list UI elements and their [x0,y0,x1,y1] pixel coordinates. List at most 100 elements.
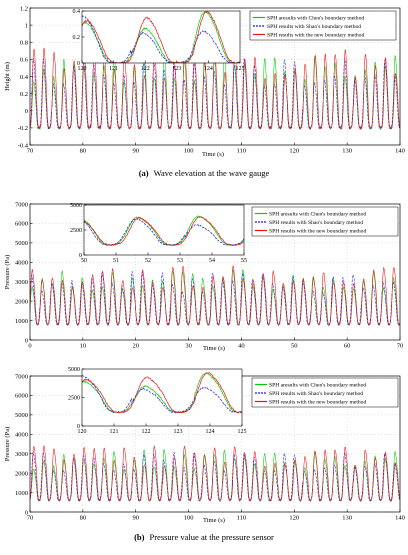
chart-1-xtick-label: 130 [342,148,352,155]
chart-3-xtick-label: 90 [132,515,139,522]
chart-3-xtick-label: 140 [395,515,405,522]
caption-a: (a) Wave elevation at the wave gauge [0,168,408,178]
chart-3-inset-xtick-label: 125 [238,429,247,435]
chart-2-legend-label-chen: SPH aresults with Chen's boundary method [269,212,366,218]
chart-2: 0 10 20 30 40 50 60 70 0 1000 2000 3000 4000 5000 6000… [4,201,403,352]
chart-1-inset-series-shao [82,15,240,63]
caption-b: (b) Pressure value at the pressure sensor [0,532,408,542]
chart-2-xlabel: Time (s) [203,345,225,352]
chart-1-legend-label-chen: SPH aresults with Chen's boundary method [267,16,364,22]
chart-3-xtick-label: 110 [237,515,247,522]
chart-3-inset: 120 121 122 123 124 125 0 2500 5000 [68,367,247,435]
chart-2-ytick-label: 5000 [15,240,28,247]
chart-1-inset-xtick-label: 123 [172,66,181,72]
chart-2-inset-xtick-label: 51 [113,258,119,264]
chart-2-ylabel: Pressure (Pa) [4,255,11,289]
chart-3-inset-ytick-label: 2500 [68,396,80,402]
chart-2-ytick-label: 4000 [15,260,28,267]
chart-1-ytick-label: 1.2 [20,5,28,12]
chart-2-xtick-label: 30 [185,343,192,350]
chart-1-xtick-label: 70 [27,148,34,155]
chart-2-xtick-label: 20 [132,343,139,350]
chart-2-xtick-label: 0 [28,343,31,350]
chart-2-xtick-label: 70 [397,343,404,350]
chart-3-xlabel: Time (s) [203,517,225,524]
chart-3-legend-label-chen: SPH aresults with Chen's boundary method [269,383,366,389]
chart-3-inset-series-new [82,372,242,414]
chart-3-inset-frame [81,368,243,427]
chart-3-legend-label-shao: SPH results with Shao's boundary method [269,391,363,397]
chart-3-xtick-label: 120 [289,515,299,522]
chart-3-ytick-label: 6000 [15,393,28,400]
chart-2-inset-ytick-label: 0 [79,253,82,259]
chart-2-xtick-label: 40 [238,343,245,350]
chart-1-xtick-label: 110 [237,148,247,155]
chart-2-inset-ytick-label: 2500 [70,228,82,234]
chart-1-inset-xtick-label: 122 [141,66,150,72]
chart-1-inset-series-chen [82,11,240,63]
chart-2-inset-frame [83,204,245,256]
chart-3-xtick-label: 130 [342,515,352,522]
chart-2-frame [29,203,401,341]
chart-2-xtick-label: 60 [344,343,351,350]
chart-3-ytick-label: 1000 [15,490,28,497]
chart-1-ytick-label: 0.4 [20,74,29,81]
chart-1-legend-label-new: SPH results with the new boundary method [267,33,364,39]
chart-2-xtick-label: 10 [80,343,87,350]
chart-2-legend-box [251,206,399,237]
chart-2-inset-series-new [84,216,244,246]
chart-3-inset-background [82,369,242,426]
chart-1-ylabel: Height (m) [4,62,11,91]
chart-1-xtick-label: 120 [289,148,299,155]
chart-3-xtick-label: 80 [80,515,87,522]
chart-2-xtick-label: 50 [291,343,298,350]
chart-3-inset-series-shao [82,375,242,414]
chart-1-inset-background [82,11,240,63]
chart-3-inset-xtick-label: 123 [174,429,183,435]
chart-1-inset-series-new [82,11,240,63]
chart-1-xtick-label: 140 [395,148,405,155]
chart-3-inset-xtick-label: 122 [142,429,151,435]
chart-1-inset-ytick-label: 0.2 [73,35,81,41]
chart-2-inset-xtick-label: 54 [209,258,215,264]
chart-3-ytick-label: 3000 [15,451,28,458]
chart-1-xtick-label: 80 [80,148,87,155]
chart-1-frame [29,7,401,146]
chart-2-legend-label-shao: SPH results with Shao's boundary method [269,220,363,226]
chart-2-inset-series-shao [84,218,244,246]
chart-2-inset-ytick-label: 5000 [70,203,82,209]
chart-3-legend-box [251,377,399,408]
chart-3-inset-series-chen [82,372,242,414]
chart-2-inset-background [84,205,244,255]
chart-1-inset-ytick-label: 0.4 [73,9,81,15]
chart-2-ytick-label: 3000 [15,279,28,286]
chart-3-series-new [30,445,400,503]
chart-3: 70 80 90 100 110 120 130 140 0 1000 2000 3000 4000 50… [4,367,405,524]
chart-1-ytick-label: -0.2 [18,125,28,132]
chart-3-inset-ytick-label: 0 [77,424,80,430]
chart-2-ytick-label: 0 [25,337,28,344]
chart-3-series-shao [30,451,400,503]
chart-2-inset-xtick-label: 52 [145,258,151,264]
chart-3-ytick-label: 2000 [15,470,28,477]
chart-3-legend-label-new: SPH results with the new boundary method [269,400,366,406]
chart-3-legend: SPH aresults with Chen's boundary method… [251,377,399,408]
chart-3-xtick-label: 100 [184,515,194,522]
chart-2-inset-xtick-label: 50 [81,258,87,264]
chart-1-xtick-label: 90 [132,148,139,155]
chart-1-ytick-label: 0.2 [20,91,28,98]
chart-3-ytick-label: 0 [25,509,28,516]
caption-b-text: Pressure value at the pressure sensor [149,532,274,542]
chart-1-xtick-label: 100 [184,148,194,155]
chart-1-inset-frame [81,10,241,64]
chart-1-series-shao [30,56,400,130]
chart-1-inset-xtick-label: 120 [78,66,87,72]
chart-1-inset-ytick-label: 0 [77,61,80,67]
chart-3-ytick-label: 4000 [15,432,28,439]
chart-2-ytick-label: 6000 [15,221,28,228]
chart-1-ytick-label: -0.4 [18,142,29,149]
chart-2-legend: SPH aresults with Chen's boundary method… [251,206,399,237]
caption-a-label: (a) [138,168,149,178]
chart-1-inset: 120 121 122 123 124 125 0 0.2 0.4 [73,9,245,72]
